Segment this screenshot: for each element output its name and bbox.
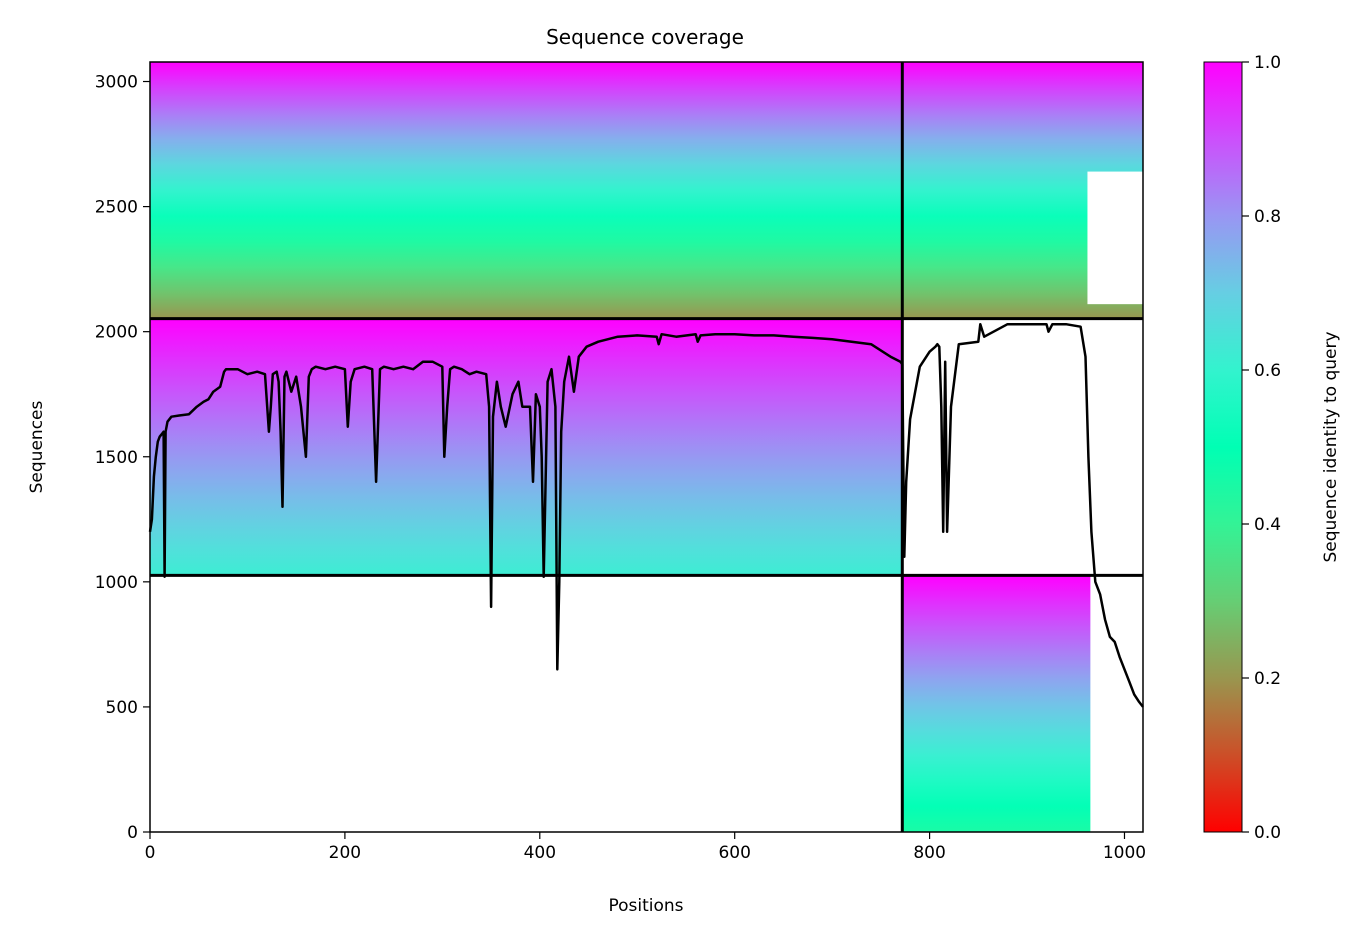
x-tick-label: 600 <box>718 843 750 863</box>
y-axis-label: Sequences <box>27 401 47 494</box>
colorbar-tick-label: 0.8 <box>1254 207 1281 227</box>
y-tick-label: 500 <box>106 698 138 718</box>
colorbar-tick-label: 0.6 <box>1254 361 1281 381</box>
colorbar-tick-label: 0.2 <box>1254 669 1281 689</box>
y-tick-label: 2000 <box>95 323 138 343</box>
heatmap-blocks <box>150 62 1143 832</box>
y-tick-label: 2500 <box>95 198 138 218</box>
x-tick-label: 200 <box>329 843 361 863</box>
colorbar: 0.0 0.2 0.4 0.6 0.8 1.0 Sequence identity to … <box>1203 53 1341 843</box>
x-axis-label: Positions <box>608 896 683 916</box>
chart-title: Sequence coverage <box>546 25 744 49</box>
y-axis-ticks: 0 500 1000 1500 2000 2500 3000 <box>95 73 150 843</box>
coverage-line <box>148 322 1144 708</box>
block-middle <box>150 318 903 576</box>
x-tick-label: 400 <box>524 843 556 863</box>
colorbar-ticks: 0.0 0.2 0.4 0.6 0.8 1.0 <box>1242 53 1281 843</box>
y-tick-label: 3000 <box>95 73 138 93</box>
x-tick-label: 0 <box>145 843 156 863</box>
colorbar-tick-label: 0.0 <box>1254 823 1281 843</box>
colorbar-tick-label: 1.0 <box>1254 53 1281 73</box>
block-top <box>150 62 1143 319</box>
x-tick-label: 1000 <box>1103 843 1146 863</box>
block-top-gap <box>1087 171 1143 305</box>
colorbar-gradient <box>1203 61 1243 833</box>
coverage-line-group <box>148 322 1144 708</box>
plot-frame <box>149 61 1144 833</box>
x-tick-label: 800 <box>913 843 945 863</box>
x-axis-ticks: 0 200 400 600 800 1000 <box>145 832 1146 863</box>
y-tick-label: 1500 <box>95 448 138 468</box>
colorbar-label: Sequence identity to query <box>1321 331 1341 562</box>
y-tick-label: 0 <box>127 823 138 843</box>
y-tick-label: 1000 <box>95 573 138 593</box>
block-bottom <box>902 575 1091 832</box>
colorbar-tick-label: 0.4 <box>1254 515 1281 535</box>
